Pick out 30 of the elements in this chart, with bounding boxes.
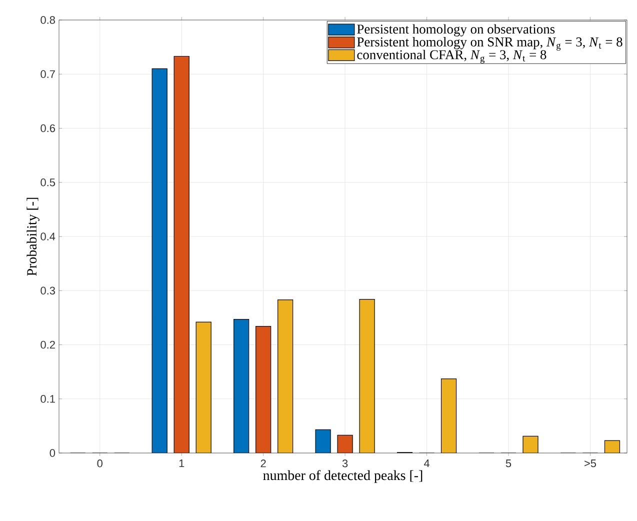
- y-tick-label: 0.2: [40, 340, 55, 349]
- x-tick-label: 4: [424, 460, 430, 468]
- legend-label: Persistent homology on observations: [357, 24, 555, 36]
- bar: [278, 300, 294, 453]
- x-tick-label: >5: [584, 460, 596, 468]
- bar: [256, 326, 272, 453]
- y-tick-label: 0.7: [40, 70, 55, 78]
- x-tick-label: 1: [179, 460, 184, 468]
- bar: [359, 298, 375, 453]
- x-tick-label: 3: [342, 460, 348, 468]
- y-tick-label: 0.1: [40, 395, 55, 403]
- bar: [174, 56, 190, 453]
- legend-label: conventional CFAR, N$_{g}$ = 3, N$_{t}$ = 8: [357, 50, 546, 64]
- bar: [315, 429, 331, 453]
- x-tick-label: 0: [97, 460, 102, 468]
- x-tick-label: 2: [260, 460, 266, 468]
- bar: [440, 378, 457, 453]
- bar: [234, 319, 250, 453]
- y-tick-label: 0.5: [40, 178, 56, 186]
- bar: [196, 322, 212, 453]
- x-axis-title: number of detected peaks [-]: [263, 470, 422, 483]
- y-tick-label: 0.4: [40, 232, 56, 240]
- y-tick-label: 0.8: [40, 16, 55, 24]
- y-tick-label: 0: [50, 449, 56, 457]
- y-tick-label: 0.3: [40, 286, 55, 295]
- x-tick-label: 5: [506, 460, 512, 468]
- bar: [152, 68, 168, 453]
- legend-label: Persistent homology on SNR map, N$_{g}$ = 3, N$_{t}$ = 8: [357, 37, 622, 51]
- y-axis-title: Probability [-]: [26, 198, 40, 276]
- y-tick-label: 0.6: [40, 124, 55, 132]
